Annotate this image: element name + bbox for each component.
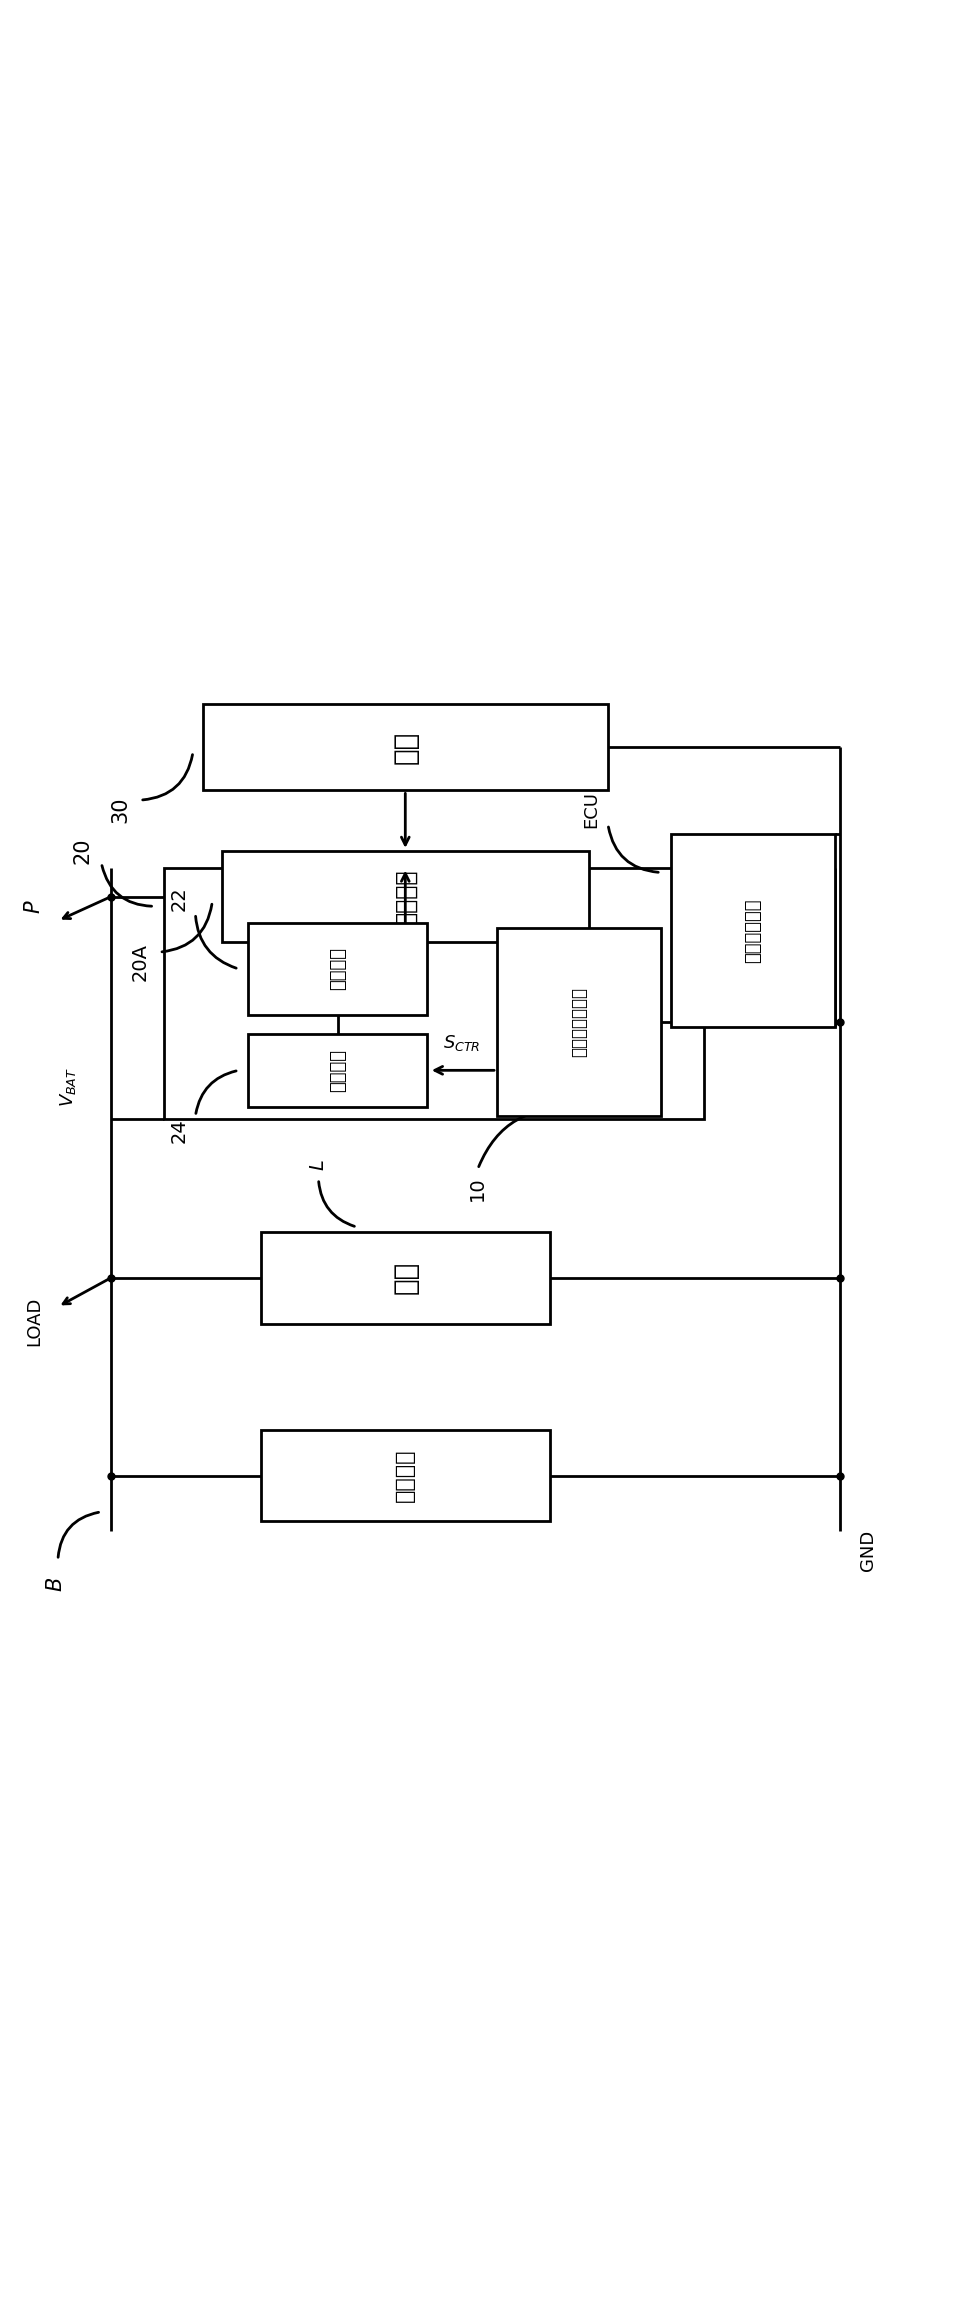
Bar — [164, 867, 704, 1118]
Text: GND: GND — [860, 1529, 877, 1571]
Bar — [203, 704, 608, 790]
Bar — [248, 1034, 427, 1106]
Text: 30: 30 — [111, 797, 130, 823]
Bar — [222, 851, 589, 944]
Bar — [497, 927, 661, 1116]
Bar — [261, 1232, 550, 1325]
Text: ECU: ECU — [583, 790, 600, 827]
Text: 24: 24 — [170, 1118, 188, 1143]
Text: 引擎: 引擎 — [391, 730, 420, 765]
Text: 发电机控制电路: 发电机控制电路 — [570, 988, 588, 1057]
Bar — [248, 923, 427, 1016]
Text: 转子线圈: 转子线圈 — [329, 948, 346, 990]
Bar — [261, 1429, 550, 1522]
Text: 22: 22 — [170, 888, 188, 911]
Text: 10: 10 — [468, 1176, 487, 1202]
Text: 开关单元: 开关单元 — [329, 1048, 346, 1092]
Text: 储能元件: 储能元件 — [396, 1448, 415, 1501]
Text: LOAD: LOAD — [25, 1297, 42, 1346]
Text: 20A: 20A — [130, 944, 150, 981]
Text: B: B — [45, 1578, 65, 1592]
Text: $S_{CTR}$: $S_{CTR}$ — [443, 1032, 481, 1053]
Text: 车辆控制单元: 车辆控制单元 — [744, 897, 761, 962]
Text: P: P — [24, 899, 43, 913]
Text: L: L — [309, 1160, 328, 1169]
Text: 20: 20 — [72, 837, 92, 865]
Text: 驱动机构: 驱动机构 — [394, 869, 417, 925]
Text: 负载: 负载 — [391, 1262, 420, 1294]
Bar — [671, 834, 835, 1027]
Text: $V_{BAT}$: $V_{BAT}$ — [58, 1067, 77, 1106]
